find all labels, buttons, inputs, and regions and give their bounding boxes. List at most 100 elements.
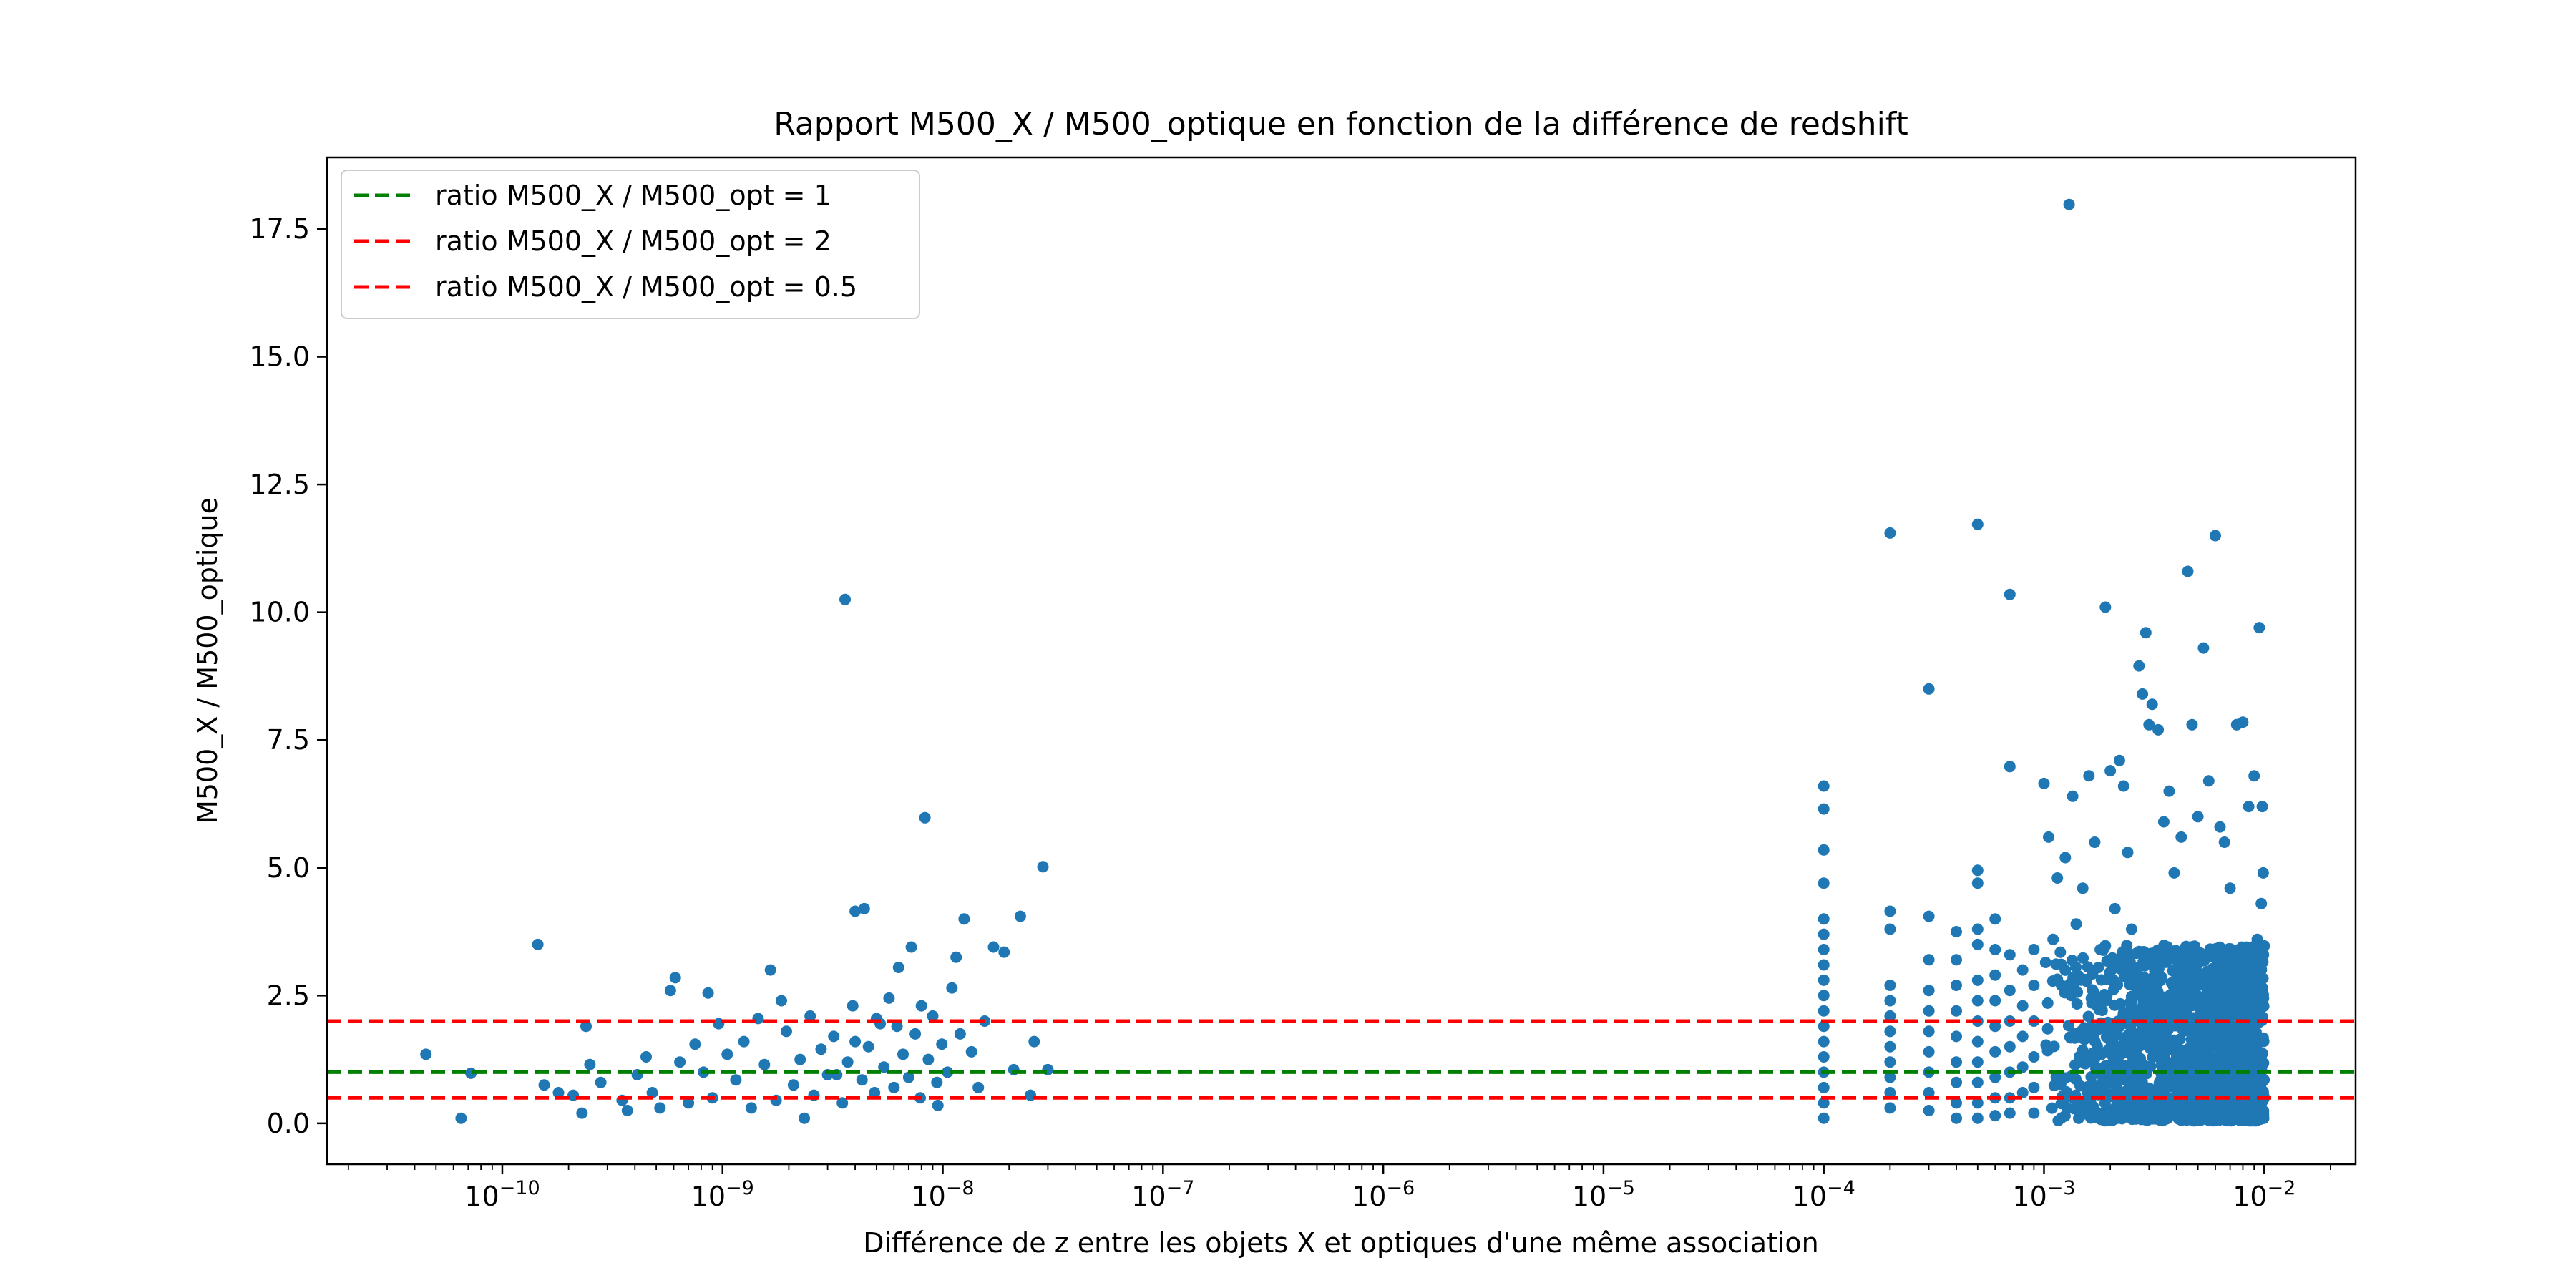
data-point (2110, 1082, 2122, 1094)
data-point (2235, 1020, 2248, 1032)
data-point (584, 1058, 596, 1070)
x-tick-label: 10−4 (1792, 1177, 1855, 1212)
data-point (1818, 913, 1830, 925)
data-point (987, 941, 1000, 953)
data-point (2004, 1107, 2016, 1119)
data-point (2074, 1050, 2086, 1063)
data-point (2074, 1110, 2087, 1122)
data-point (2251, 943, 2263, 955)
data-point (2222, 972, 2234, 983)
data-point (2135, 1076, 2147, 1088)
data-point (2095, 1083, 2107, 1096)
data-point (2155, 1055, 2167, 1068)
y-tick-label: 0.0 (267, 1108, 310, 1139)
data-point (2238, 1098, 2250, 1110)
data-point (2224, 1046, 2235, 1058)
data-point (1028, 1035, 1040, 1048)
data-point (2162, 1109, 2174, 1121)
data-point (1884, 527, 1896, 539)
data-point (2255, 897, 2268, 909)
data-point (532, 938, 544, 950)
data-point (2129, 990, 2141, 1002)
data-point (2028, 1081, 2040, 1093)
data-point (1951, 954, 1962, 966)
data-point (2071, 998, 2083, 1010)
data-point (2171, 1049, 2182, 1061)
data-point (2228, 1035, 2240, 1047)
data-point (2028, 1107, 2040, 1119)
data-point (2074, 1080, 2086, 1092)
data-point (2127, 1097, 2140, 1109)
data-point (2077, 882, 2089, 894)
data-point (2068, 982, 2080, 994)
data-point (1989, 1045, 2001, 1058)
data-point (1884, 1040, 1896, 1053)
data-point (1971, 1112, 1984, 1124)
y-tick-label: 7.5 (267, 724, 310, 756)
data-point (2174, 1021, 2186, 1033)
plot-frame (326, 156, 2357, 1166)
data-point (2138, 946, 2150, 957)
data-point (2089, 836, 2101, 848)
data-point (794, 1053, 806, 1065)
data-point (2257, 867, 2269, 879)
data-point (776, 995, 787, 1007)
data-point (745, 1102, 757, 1114)
data-point (1923, 985, 1935, 997)
data-point (979, 1015, 991, 1027)
data-point (2152, 1000, 2165, 1012)
x-tick-label: 10−5 (1572, 1177, 1635, 1212)
data-point (1818, 780, 1830, 792)
data-point (2107, 952, 2119, 964)
data-point (915, 1000, 927, 1012)
data-point (674, 1056, 686, 1068)
data-point (2226, 1023, 2238, 1035)
data-point (1923, 954, 1935, 966)
data-point (2092, 1107, 2104, 1119)
data-point (2104, 967, 2116, 979)
data-point (1989, 969, 2001, 981)
data-point (1971, 518, 1984, 530)
data-point (2069, 1059, 2081, 1071)
data-point (2059, 987, 2071, 999)
data-point (580, 1020, 592, 1033)
data-point (849, 905, 862, 917)
data-point (922, 1053, 935, 1065)
data-point (1923, 1045, 1935, 1058)
data-point (2231, 1106, 2243, 1118)
data-point (856, 1074, 868, 1086)
data-point (2004, 1040, 2016, 1053)
y-tick-label: 12.5 (249, 469, 310, 500)
data-point (787, 1079, 799, 1091)
data-point (950, 951, 962, 963)
data-point (2244, 1030, 2256, 1042)
data-point (828, 1030, 840, 1043)
data-point (1884, 1102, 1896, 1114)
data-point (902, 1071, 914, 1083)
data-point (2175, 831, 2187, 843)
data-point (1923, 1025, 1935, 1038)
data-point (2103, 1065, 2115, 1078)
x-axis-ticks: 10−10 10−9 10−8 10−7 10−6 10−5 10−4 10−3 10−2 (347, 1164, 2331, 1212)
data-point (2113, 754, 2125, 766)
data-point (2147, 1113, 2159, 1125)
data-point (1951, 1112, 1962, 1124)
data-point (2101, 995, 2113, 1007)
data-point (1923, 683, 1935, 695)
data-point (2177, 962, 2190, 974)
data-point (2210, 990, 2223, 1002)
data-point (1884, 1087, 1896, 1098)
data-point (1989, 944, 2001, 955)
data-point (2162, 948, 2175, 960)
data-point (2143, 1082, 2155, 1094)
data-point (2224, 882, 2236, 894)
legend-box (341, 170, 920, 319)
data-point (862, 1040, 874, 1053)
data-point (2211, 1025, 2223, 1036)
data-point (892, 962, 904, 973)
data-point (858, 902, 870, 914)
y-tick-label: 17.5 (249, 213, 310, 245)
data-point (836, 1097, 849, 1109)
data-point (2187, 951, 2199, 963)
data-point (1884, 923, 1896, 935)
